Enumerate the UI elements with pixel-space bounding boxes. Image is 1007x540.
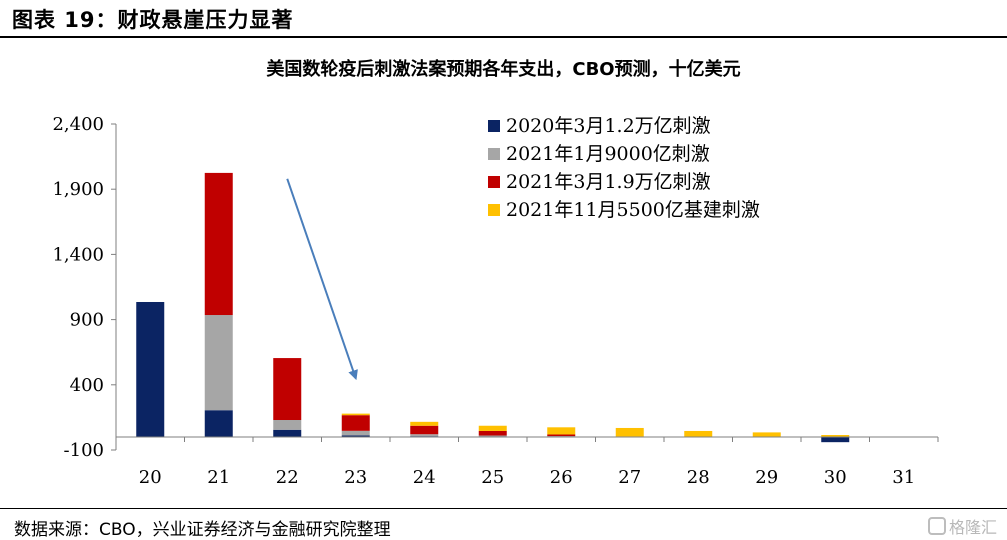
source-note: 数据来源：CBO，兴业证券经济与金融研究院整理 <box>14 520 391 540</box>
legend-swatch <box>488 204 500 216</box>
x-tick-label: 23 <box>344 467 367 488</box>
bar-segment <box>547 434 576 437</box>
bar-segment <box>478 435 507 437</box>
bar-segment <box>478 425 507 431</box>
legend-label: 2020年3月1.2万亿刺激 <box>506 115 711 137</box>
bar-segment <box>273 429 302 437</box>
x-tick-label: 29 <box>755 467 778 488</box>
x-tick-label: 26 <box>550 467 573 488</box>
legend-label: 2021年1月9000亿刺激 <box>506 143 710 165</box>
bar-segment <box>204 410 233 437</box>
bar-segment <box>410 421 439 426</box>
bar-segment <box>341 435 370 437</box>
bar-segment <box>821 435 850 437</box>
x-tick-label: 27 <box>618 467 641 488</box>
legend-label: 2021年3月1.9万亿刺激 <box>506 171 711 193</box>
figure-header: 图表 19：财政悬崖压力显著 <box>0 0 1007 38</box>
y-tick-label: 1,900 <box>52 179 104 200</box>
watermark-text: 格隆汇 <box>948 518 997 537</box>
legend-item: 2021年11月5500亿基建刺激 <box>488 196 760 224</box>
bar-segment <box>684 430 713 437</box>
bar-segment <box>821 436 850 443</box>
source-divider <box>0 508 1007 509</box>
legend-label: 2021年11月5500亿基建刺激 <box>506 199 760 221</box>
stacked-bar-chart: -100 400 900 1,400 1,900 2,400 20 21 22 23 24 25 26 2… <box>52 114 939 488</box>
y-tick-label: -100 <box>64 440 104 461</box>
bar-segment <box>273 358 302 421</box>
bar-segment <box>204 315 233 411</box>
y-tick-label: 400 <box>70 375 104 396</box>
legend-swatch <box>488 176 500 188</box>
bar-segment <box>341 413 370 416</box>
bar-segment <box>341 430 370 436</box>
figure-label: 图表 19：财政悬崖压力显著 <box>12 8 294 32</box>
legend-item: 2021年3月1.9万亿刺激 <box>488 168 760 196</box>
bar-segment <box>547 427 576 435</box>
x-tick-label: 24 <box>413 467 436 488</box>
bar-segment <box>478 430 507 436</box>
legend-swatch <box>488 120 500 132</box>
trend-arrow <box>286 178 358 381</box>
y-tick-label: 2,400 <box>52 114 104 135</box>
bar-segment <box>752 432 781 437</box>
legend-swatch <box>488 148 500 160</box>
bar-segment <box>547 436 576 437</box>
bar-segment <box>341 415 370 431</box>
bar-segment <box>273 420 302 430</box>
legend-item: 2020年3月1.2万亿刺激 <box>488 112 760 140</box>
x-tick-label: 20 <box>139 467 162 488</box>
bar-segment <box>410 425 439 435</box>
chart-legend: 2020年3月1.2万亿刺激 2021年1月9000亿刺激 2021年3月1.9万亿… <box>488 112 760 224</box>
bar-segment <box>615 427 644 437</box>
bar-segment <box>204 172 233 316</box>
x-tick-label: 25 <box>481 467 504 488</box>
y-tick-label: 900 <box>70 310 104 331</box>
x-tick-label: 22 <box>276 467 299 488</box>
x-tick-label: 28 <box>687 467 710 488</box>
y-tick-label: 1,400 <box>52 244 104 265</box>
watermark-logo-icon <box>927 517 946 535</box>
x-tick-label: 21 <box>207 467 230 488</box>
legend-item: 2021年1月9000亿刺激 <box>488 140 760 168</box>
chart-title: 美国数轮疫后刺激法案预期各年支出，CBO预测，十亿美元 <box>266 59 741 80</box>
watermark: 格隆汇 <box>927 514 997 538</box>
bar-segment <box>136 301 165 437</box>
bar-segment <box>410 434 439 437</box>
x-tick-label: 30 <box>824 467 847 488</box>
x-tick-label: 31 <box>892 467 915 488</box>
